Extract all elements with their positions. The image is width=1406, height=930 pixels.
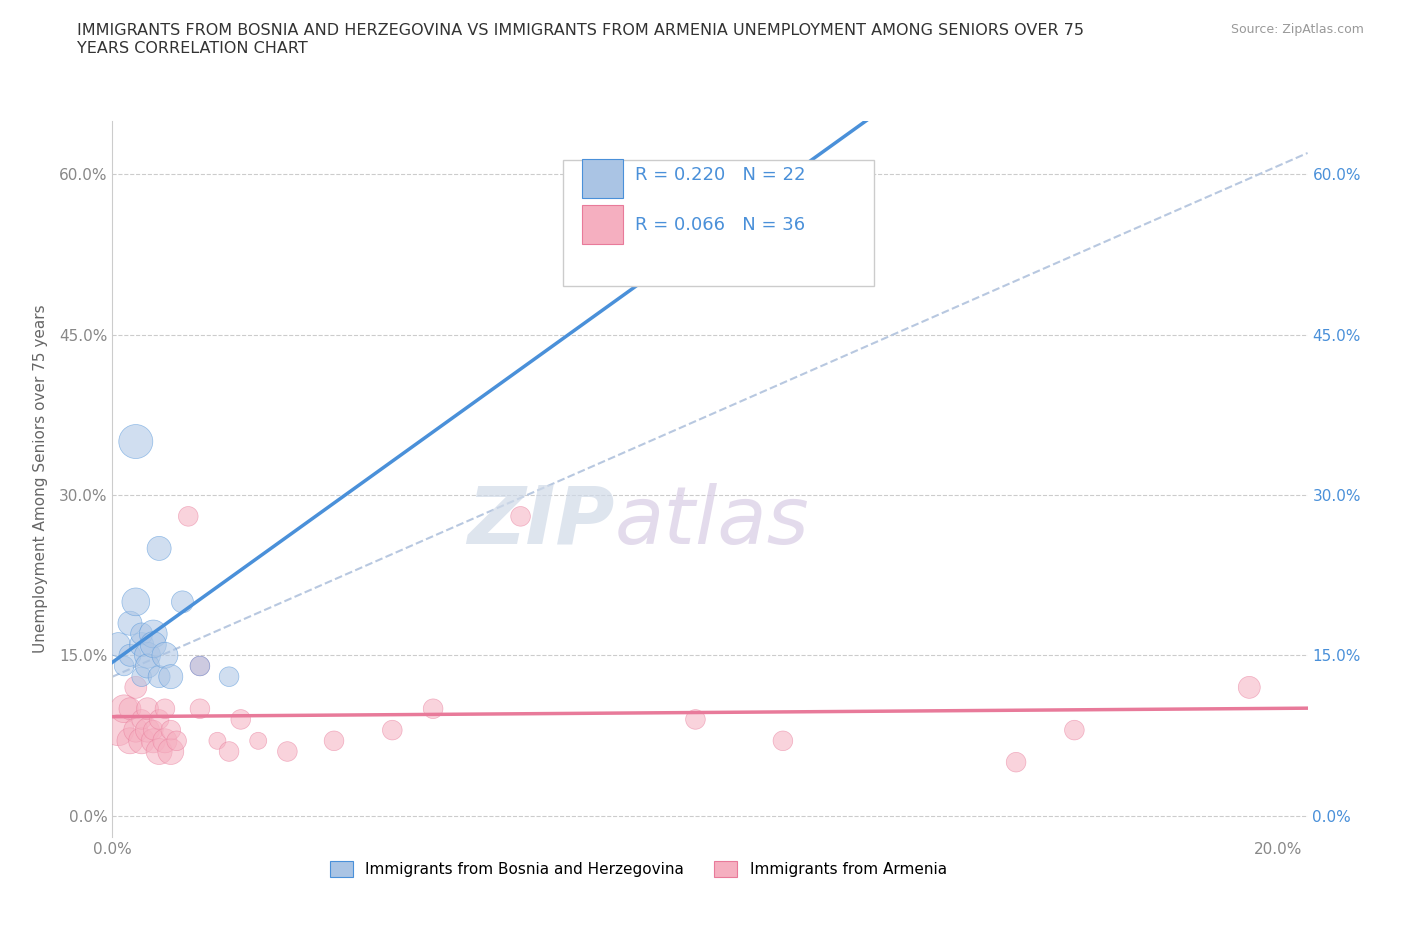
Point — [118, 701, 141, 716]
Point — [153, 734, 176, 749]
Point — [247, 734, 270, 749]
Point — [148, 541, 170, 556]
Point — [136, 648, 159, 663]
Point — [323, 734, 346, 749]
Point — [218, 670, 240, 684]
Point — [159, 670, 181, 684]
Point — [136, 658, 159, 673]
Text: atlas: atlas — [614, 483, 810, 561]
Point — [148, 670, 170, 684]
Point — [142, 627, 165, 642]
Point — [1063, 723, 1085, 737]
Point — [1239, 680, 1261, 695]
Point — [107, 723, 129, 737]
Point — [713, 220, 735, 235]
Point — [131, 734, 153, 749]
Point — [125, 680, 148, 695]
Text: IMMIGRANTS FROM BOSNIA AND HERZEGOVINA VS IMMIGRANTS FROM ARMENIA UNEMPLOYMENT A: IMMIGRANTS FROM BOSNIA AND HERZEGOVINA V… — [77, 23, 1084, 56]
Point — [136, 701, 159, 716]
Text: Source: ZipAtlas.com: Source: ZipAtlas.com — [1230, 23, 1364, 36]
Point — [188, 658, 211, 673]
Point — [276, 744, 298, 759]
Point — [148, 744, 170, 759]
FancyBboxPatch shape — [582, 159, 623, 197]
Point — [207, 734, 229, 749]
Point — [107, 637, 129, 652]
Point — [772, 734, 794, 749]
Point — [229, 712, 252, 727]
Point — [172, 594, 194, 609]
Point — [112, 701, 135, 716]
Text: ZIP: ZIP — [467, 483, 614, 561]
Point — [118, 648, 141, 663]
Point — [131, 712, 153, 727]
Point — [177, 509, 200, 524]
Point — [125, 723, 148, 737]
Point — [159, 744, 181, 759]
Y-axis label: Unemployment Among Seniors over 75 years: Unemployment Among Seniors over 75 years — [32, 305, 48, 653]
Point — [188, 701, 211, 716]
Point — [1005, 755, 1028, 770]
Point — [166, 734, 188, 749]
Point — [153, 648, 176, 663]
Point — [125, 594, 148, 609]
Point — [131, 670, 153, 684]
Text: R = 0.066   N = 36: R = 0.066 N = 36 — [634, 216, 804, 233]
Legend: Immigrants from Bosnia and Herzegovina, Immigrants from Armenia: Immigrants from Bosnia and Herzegovina, … — [323, 855, 953, 884]
Point — [112, 658, 135, 673]
Point — [142, 734, 165, 749]
Point — [131, 627, 153, 642]
Point — [159, 723, 181, 737]
Point — [153, 701, 176, 716]
Text: R = 0.220   N = 22: R = 0.220 N = 22 — [634, 166, 806, 183]
Point — [188, 658, 211, 673]
Point — [142, 723, 165, 737]
FancyBboxPatch shape — [582, 206, 623, 244]
Point — [118, 616, 141, 631]
Point — [131, 637, 153, 652]
Point — [118, 734, 141, 749]
Point — [381, 723, 404, 737]
Point — [148, 712, 170, 727]
Point — [422, 701, 444, 716]
Point — [685, 712, 707, 727]
Point — [136, 723, 159, 737]
Point — [655, 220, 678, 235]
Point — [125, 434, 148, 449]
FancyBboxPatch shape — [562, 160, 873, 286]
Point — [218, 744, 240, 759]
Point — [142, 637, 165, 652]
Point — [509, 509, 531, 524]
